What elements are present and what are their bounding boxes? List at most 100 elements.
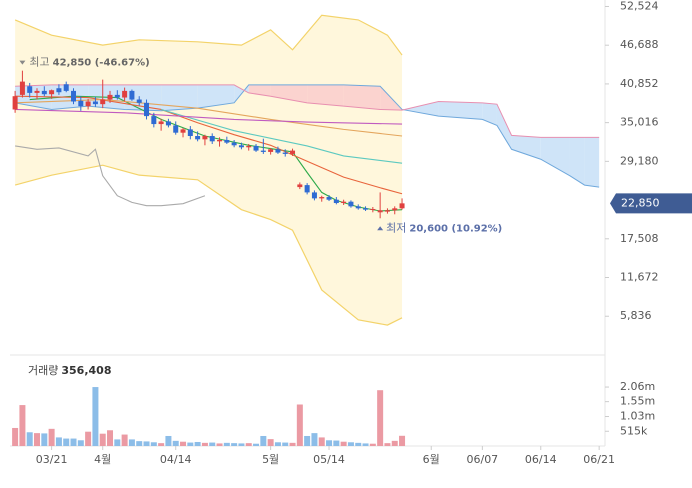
- candle-body: [253, 145, 259, 151]
- volume-bar: [165, 435, 172, 446]
- candle-body: [238, 145, 244, 148]
- x-tick-label: 6월: [423, 453, 440, 466]
- volume-bar: [172, 440, 179, 446]
- candle-body: [384, 210, 390, 212]
- volume-bar: [355, 442, 362, 446]
- candle-body: [399, 203, 405, 209]
- candle-body: [107, 94, 113, 100]
- volume-tick-label: 1.03m: [620, 410, 655, 423]
- volume-bar: [369, 443, 376, 446]
- cloud-area: [540, 137, 570, 176]
- volume-bar: [34, 433, 41, 446]
- high-label: 최고 42,850 (-46.67%): [29, 56, 149, 69]
- candle-body: [180, 129, 186, 133]
- candle-body: [246, 145, 252, 148]
- candle-body: [19, 81, 25, 95]
- candle-body: [282, 152, 288, 154]
- high-label-value: 42,850 (-46.67%): [53, 58, 150, 69]
- volume-bar: [377, 390, 384, 446]
- band-upper: [14, 14, 403, 56]
- volume-bar: [267, 439, 274, 446]
- candle-body: [311, 192, 317, 199]
- candle-body: [370, 208, 376, 210]
- candle-body: [92, 101, 98, 105]
- volume-bar: [194, 441, 201, 446]
- candle-body: [136, 99, 142, 103]
- y-tick-label: 52,524: [620, 0, 659, 12]
- cloud-area: [496, 104, 512, 150]
- candle-body: [114, 94, 120, 98]
- volume-bar: [347, 442, 354, 446]
- candle-body: [158, 121, 164, 125]
- candle-body: [202, 136, 208, 140]
- volume-bar: [77, 440, 84, 446]
- cloud-area: [197, 84, 235, 109]
- y-tick-label: 35,016: [620, 116, 659, 129]
- candle-body: [268, 149, 274, 152]
- volume-tick-label: 2.06m: [620, 380, 655, 393]
- y-tick-label: 17,508: [620, 232, 659, 245]
- volume-bar: [253, 443, 260, 446]
- candle-body: [56, 88, 62, 93]
- candle-body: [260, 150, 266, 152]
- candle-body: [63, 84, 69, 91]
- volume-bar: [311, 433, 318, 446]
- volume-bar: [326, 440, 333, 446]
- volume-bar: [223, 442, 230, 446]
- volume-bar: [55, 437, 62, 446]
- x-tick-label: 05/14: [313, 453, 345, 466]
- low-marker: [377, 226, 384, 231]
- low-label-value: 20,600 (10.92%): [409, 223, 502, 234]
- indicator-line: [15, 145, 206, 207]
- x-tick-label: 06/14: [525, 453, 557, 466]
- cloud-span-a: [15, 84, 600, 188]
- candle-body: [348, 201, 354, 207]
- candle-body: [49, 90, 55, 95]
- volume-bar: [158, 443, 165, 446]
- cloud-area: [438, 101, 483, 120]
- volume-bar: [150, 442, 157, 446]
- volume-title-text: 거래량: [28, 364, 58, 377]
- volume-bar: [187, 442, 194, 446]
- candle-body: [27, 86, 33, 93]
- volume-bar: [391, 440, 398, 446]
- volume-bar: [128, 439, 135, 446]
- candle-body: [78, 100, 84, 107]
- candle-body: [297, 184, 303, 188]
- cloud-area: [584, 137, 600, 188]
- y-tick-label: 5,836: [620, 309, 652, 322]
- x-tick-label: 4월: [94, 453, 111, 466]
- volume-bar: [114, 439, 121, 446]
- low-label: 최저 20,600 (10.92%): [386, 221, 502, 234]
- candle-body: [144, 102, 150, 117]
- candle-body: [217, 139, 223, 142]
- candle-body: [224, 139, 230, 143]
- volume-bar: [304, 435, 311, 446]
- high-marker: [19, 60, 26, 65]
- y-tick-label: 11,672: [620, 271, 659, 284]
- x-tick-label: 06/21: [583, 453, 615, 466]
- volume-bar: [296, 404, 303, 446]
- candle-body: [275, 149, 281, 153]
- cloud-area: [511, 135, 541, 160]
- candle-body: [71, 90, 77, 102]
- volume-bar: [260, 435, 267, 446]
- volume-bar: [41, 433, 48, 446]
- candle-body: [341, 201, 347, 204]
- volume-bar: [99, 433, 106, 446]
- indicator-line: [15, 95, 403, 195]
- volume-bar: [238, 443, 245, 446]
- volume-last: 356,408: [61, 364, 111, 377]
- cloud-span-b: [15, 84, 600, 138]
- cloud-area: [270, 84, 308, 103]
- x-tick-label: 5월: [262, 453, 279, 466]
- volume-bar: [48, 428, 55, 446]
- volume-bar: [216, 443, 223, 446]
- volume-title: 거래량 356,408: [28, 364, 111, 377]
- candle-body: [165, 121, 171, 126]
- volume-tick-label: 515k: [620, 424, 648, 437]
- volume-bar: [136, 441, 143, 446]
- candle-body: [209, 136, 215, 142]
- volume-tick-label: 1.55m: [620, 395, 655, 408]
